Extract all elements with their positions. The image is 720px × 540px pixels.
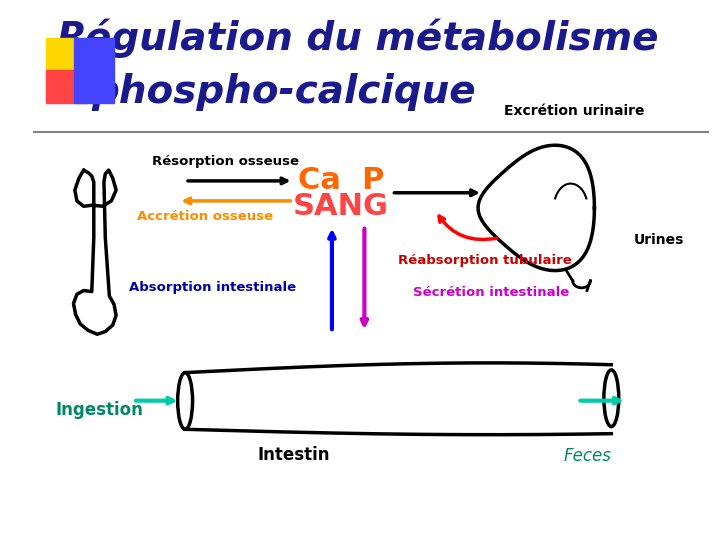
Text: Réabsorption tubulaire: Réabsorption tubulaire — [398, 254, 572, 267]
Bar — [73, 70, 114, 103]
Bar — [73, 38, 114, 70]
Text: Résorption osseuse: Résorption osseuse — [152, 156, 300, 168]
Text: Feces: Feces — [564, 447, 611, 465]
Bar — [47, 70, 87, 103]
Text: phospho-calcique: phospho-calcique — [91, 73, 475, 111]
Bar — [47, 38, 87, 70]
Text: Sécrétion intestinale: Sécrétion intestinale — [413, 286, 570, 299]
Text: Ingestion: Ingestion — [55, 401, 143, 420]
Text: Absorption intestinale: Absorption intestinale — [129, 281, 296, 294]
Text: Urines: Urines — [634, 233, 684, 247]
Text: Accrétion osseuse: Accrétion osseuse — [138, 210, 274, 222]
Text: Intestin: Intestin — [257, 446, 330, 464]
Text: Régulation du métabolisme: Régulation du métabolisme — [57, 18, 658, 58]
Text: SANG: SANG — [293, 192, 389, 221]
Text: Ca  P: Ca P — [297, 166, 384, 195]
Text: Excrétion urinaire: Excrétion urinaire — [504, 104, 644, 118]
